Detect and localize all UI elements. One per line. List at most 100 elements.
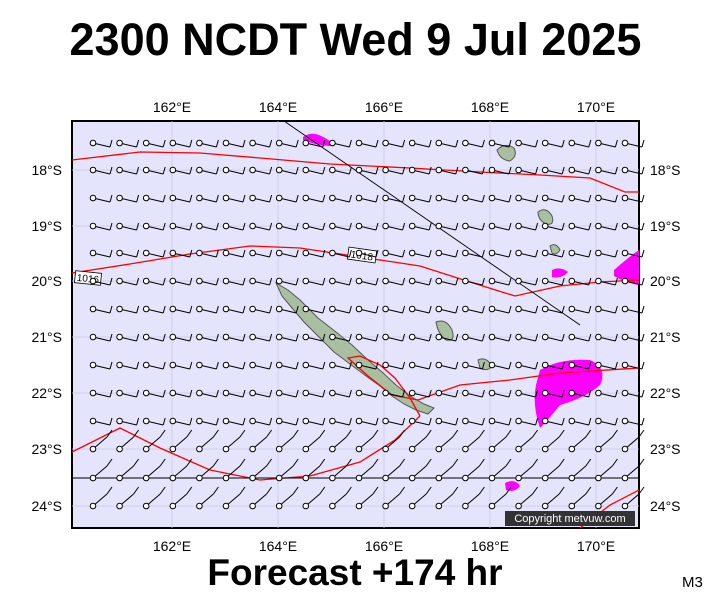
wind-barb-feather bbox=[295, 305, 299, 314]
wind-barb-feather bbox=[345, 458, 352, 467]
wind-station-dot bbox=[355, 194, 363, 202]
wind-barb-feather bbox=[136, 166, 140, 175]
wind-barb-feather bbox=[614, 249, 618, 258]
wind-station-dot bbox=[249, 333, 256, 341]
wind-barb-feather bbox=[348, 305, 352, 314]
wind-barb-feather bbox=[242, 249, 246, 258]
wind-barb-feather bbox=[322, 222, 326, 231]
wind-station-dot bbox=[408, 249, 416, 257]
wind-barb-feather bbox=[242, 333, 246, 342]
wind-station-dot bbox=[249, 277, 256, 285]
wind-station-dot bbox=[169, 333, 177, 341]
wind-station-dot bbox=[142, 139, 150, 147]
wind-station-dot bbox=[329, 194, 336, 202]
wind-station-dot bbox=[275, 305, 283, 313]
wind-station-dot bbox=[541, 222, 549, 230]
wind-barb-feather bbox=[532, 486, 539, 495]
wind-station-dot bbox=[621, 361, 629, 369]
wind-station-dot bbox=[568, 249, 576, 257]
wind-station-dot bbox=[568, 389, 576, 397]
wind-station-dot bbox=[408, 333, 416, 341]
wind-barb-feather bbox=[242, 389, 246, 398]
wind-station-dot bbox=[408, 502, 416, 510]
wind-station-dot bbox=[382, 445, 389, 453]
wind-station-dot bbox=[488, 361, 496, 369]
wind-barb-feather bbox=[242, 222, 246, 231]
wind-barb-feather bbox=[402, 333, 406, 342]
wind-barb-feather bbox=[455, 249, 459, 258]
wind-station-dot bbox=[116, 502, 123, 510]
wind-station-dot bbox=[355, 502, 363, 510]
wind-barb-feather bbox=[295, 277, 299, 286]
wind-station-dot bbox=[595, 249, 602, 257]
wind-barb-feather bbox=[535, 333, 539, 342]
wind-station-dot bbox=[329, 333, 336, 341]
wind-barb-feather bbox=[295, 361, 299, 370]
wind-station-dot bbox=[462, 139, 469, 147]
wind-station-dot bbox=[488, 417, 496, 425]
wind-barb-feather bbox=[428, 166, 432, 175]
wind-station-dot bbox=[329, 502, 336, 510]
wind-barb-feather bbox=[402, 222, 406, 231]
wind-barb-feather bbox=[348, 333, 352, 342]
wind-barb-feather bbox=[614, 417, 618, 426]
wind-station-dot bbox=[302, 389, 310, 397]
wind-barb-feather bbox=[292, 458, 299, 467]
wind-station-dot bbox=[222, 305, 230, 313]
isobar-label-1016: 1016 bbox=[74, 270, 102, 286]
wind-station-dot bbox=[621, 139, 629, 147]
wind-station-dot bbox=[515, 277, 522, 285]
wind-station-dot bbox=[435, 166, 443, 174]
wind-barb-feather bbox=[372, 486, 379, 495]
wind-barb-feather bbox=[372, 458, 379, 467]
wind-station-dot bbox=[249, 222, 256, 230]
wind-barb-feather bbox=[189, 389, 193, 398]
wind-barb-feather bbox=[109, 139, 113, 148]
wind-station-dot bbox=[515, 305, 522, 313]
wind-station-dot bbox=[462, 333, 469, 341]
lon-label: 170°E bbox=[577, 99, 615, 115]
wind-station-dot bbox=[621, 194, 629, 202]
wind-barb-feather bbox=[558, 429, 565, 438]
wind-station-dot bbox=[541, 333, 549, 341]
wind-station-dot bbox=[408, 445, 416, 453]
wind-barb-feather bbox=[508, 139, 512, 148]
wind-station-dot bbox=[142, 389, 150, 397]
wind-station-dot bbox=[355, 445, 363, 453]
wind-barb-feather bbox=[109, 194, 113, 203]
wind-barb-feather bbox=[162, 305, 166, 314]
wind-station-dot bbox=[196, 474, 203, 482]
wind-barb-feather bbox=[532, 458, 539, 467]
wind-barb-feather bbox=[269, 194, 273, 203]
wind-barb-feather bbox=[505, 458, 512, 467]
wind-barb-feather bbox=[295, 333, 299, 342]
wind-station-dot bbox=[142, 333, 150, 341]
wind-barb-feather bbox=[481, 249, 485, 258]
wind-barb-feather bbox=[641, 389, 645, 398]
lat-label: 23°S bbox=[31, 441, 62, 457]
lon-label: 168°E bbox=[471, 99, 509, 115]
wind-barb-feather bbox=[162, 249, 166, 258]
lat-label: 20°S bbox=[31, 273, 62, 289]
wind-station-dot bbox=[488, 389, 496, 397]
wind-station-dot bbox=[275, 277, 283, 285]
wind-station-dot bbox=[435, 139, 443, 147]
wind-barb-feather bbox=[641, 166, 645, 175]
right-latitude-labels: 18°S 19°S 20°S 21°S 22°S 23°S 24°S bbox=[650, 162, 681, 514]
wind-barb-feather bbox=[348, 222, 352, 231]
wind-barb-feather bbox=[215, 361, 219, 370]
wind-barb-feather bbox=[319, 486, 326, 495]
wind-barb-feather bbox=[269, 333, 273, 342]
wind-station-dot bbox=[249, 417, 256, 425]
wind-barb-feather bbox=[266, 458, 273, 467]
wind-station-dot bbox=[435, 222, 443, 230]
wind-barb-feather bbox=[641, 139, 645, 148]
wind-station-dot bbox=[222, 166, 230, 174]
wind-station-dot bbox=[302, 305, 310, 313]
wind-station-dot bbox=[329, 249, 336, 257]
wind-barb-feather bbox=[455, 361, 459, 370]
wind-barb-feather bbox=[481, 194, 485, 203]
wind-barb-feather bbox=[295, 194, 299, 203]
wind-station-dot bbox=[89, 474, 97, 482]
wind-station-dot bbox=[515, 166, 522, 174]
